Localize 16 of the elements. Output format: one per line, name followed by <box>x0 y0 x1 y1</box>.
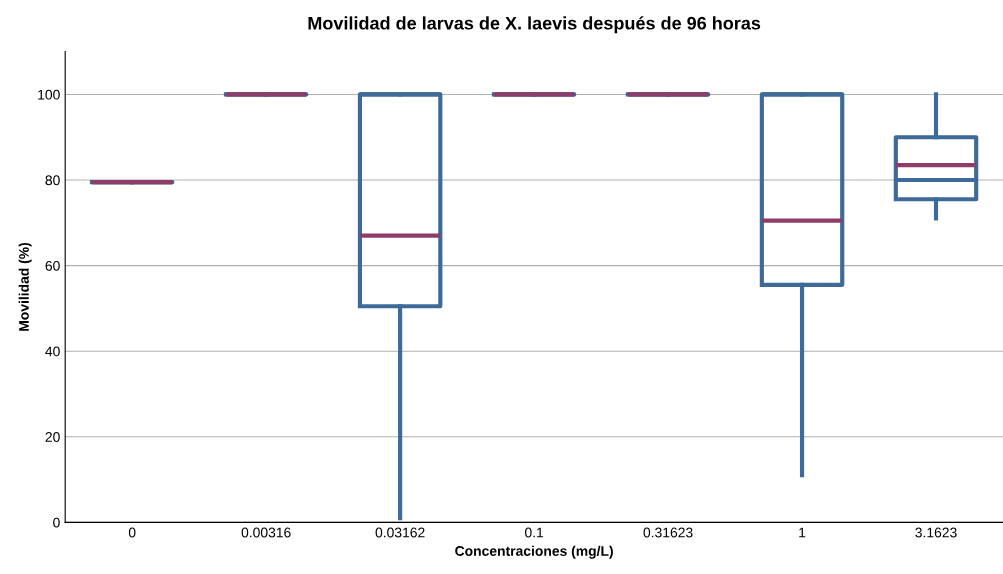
x-axis-title: Concentraciones (mg/L) <box>455 545 613 559</box>
y-axis-title: Movilidad (%) <box>18 242 32 331</box>
y-tick-label: 0 <box>53 517 60 528</box>
y-tick-label: 20 <box>45 432 60 442</box>
x-tick-label: 1 <box>799 527 806 538</box>
chart-title: Movilidad de larvas de X. laevis después de 96 horas <box>308 16 761 34</box>
x-tick-label: 0.00316 <box>241 527 291 538</box>
y-tick-label: 60 <box>45 260 60 271</box>
y-tick-label: 40 <box>45 346 60 357</box>
x-tick-label: 0.1 <box>524 527 544 538</box>
y-tick-label: 80 <box>45 175 60 186</box>
y-tick-label: 100 <box>38 89 60 100</box>
x-tick-label: 3.1623 <box>915 527 957 538</box>
x-tick-label: 0.31623 <box>643 527 693 538</box>
x-tick-label: 0.03162 <box>375 527 425 538</box>
x-tick-label: 0 <box>128 527 136 538</box>
